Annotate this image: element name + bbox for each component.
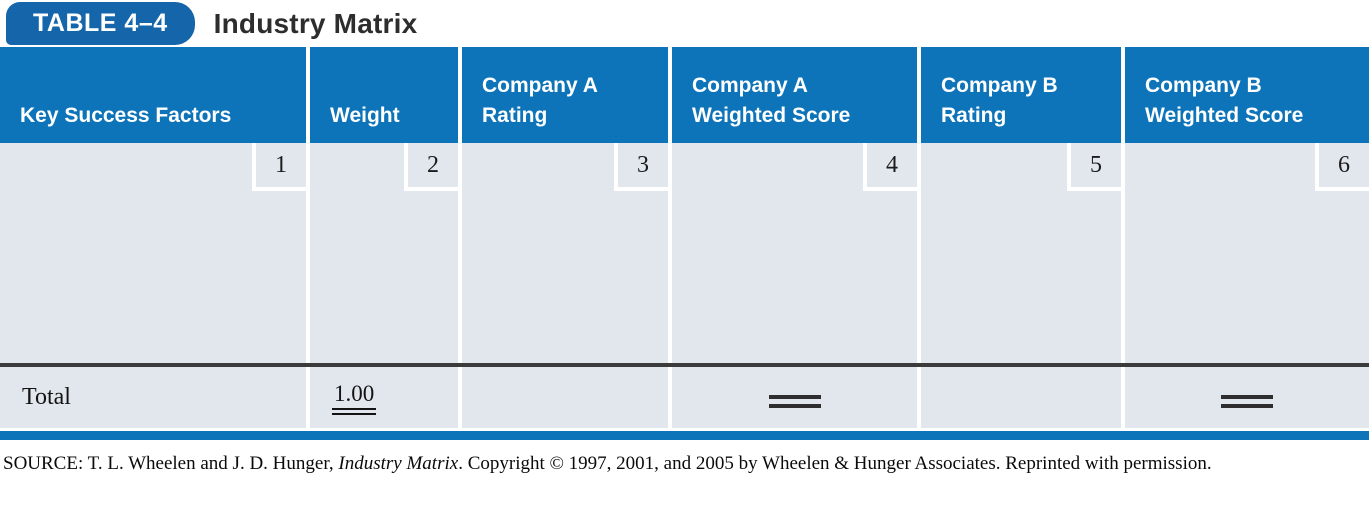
- source-text-italic-title: Industry Matrix: [338, 453, 459, 474]
- column-number-box: 1: [252, 143, 306, 191]
- header-line: Weighted Score: [1145, 104, 1304, 128]
- weight-total-value: 1.00: [332, 381, 377, 415]
- column-number-box: 2: [404, 143, 458, 191]
- header-line: Company A: [482, 74, 598, 98]
- header-line: Company B: [1145, 74, 1262, 98]
- header-line: Key Success Factors: [20, 104, 232, 128]
- header-line: Weight: [330, 104, 400, 128]
- total-label: Total: [22, 384, 71, 410]
- body-cell-company-b-weighted-score: 6: [1125, 143, 1369, 363]
- body-cell-weight: 2: [310, 143, 458, 363]
- source-note: SOURCE: T. L. Wheelen and J. D. Hunger, …: [0, 450, 1369, 479]
- source-text-prefix: SOURCE: T. L. Wheelen and J. D. Hunger,: [3, 453, 339, 474]
- total-company-b-weighted-score-cell: [1125, 367, 1369, 428]
- bottom-gap: [0, 428, 1369, 431]
- header-line: Weighted Score: [692, 104, 851, 128]
- column-number-box: 4: [863, 143, 917, 191]
- page-title: Industry Matrix: [213, 7, 418, 39]
- column-header-weight: Weight: [310, 47, 458, 143]
- column-number-box: 6: [1315, 143, 1369, 191]
- body-cell-company-a-weighted-score: 4: [672, 143, 917, 363]
- table-label: TABLE 4–4: [33, 9, 168, 37]
- body-cell-company-a-rating: 3: [462, 143, 668, 363]
- total-company-a-weighted-score-cell: [672, 367, 917, 428]
- body-cell-key-success-factors: 1: [0, 143, 306, 363]
- title-bar: TABLE 4–4 Industry Matrix: [0, 0, 1369, 47]
- total-row: Total 1.00: [0, 367, 1369, 428]
- column-header-company-a-weighted-score: Company A Weighted Score: [672, 47, 917, 143]
- body-row: 1 2 3 4 5 6: [0, 143, 1369, 363]
- header-row: Key Success Factors Weight Company A Rat…: [0, 47, 1369, 143]
- header-line: Company B: [941, 74, 1058, 98]
- header-line: Rating: [941, 104, 1007, 128]
- header-line: Rating: [482, 104, 548, 128]
- column-number-box: 5: [1067, 143, 1121, 191]
- column-header-company-b-rating: Company B Rating: [921, 47, 1121, 143]
- bottom-blue-bar: [0, 431, 1369, 440]
- header-line: Company A: [692, 74, 808, 98]
- column-header-company-a-rating: Company A Rating: [462, 47, 668, 143]
- column-header-company-b-weighted-score: Company B Weighted Score: [1125, 47, 1369, 143]
- column-header-key-success-factors: Key Success Factors: [0, 47, 306, 143]
- total-company-a-rating-cell: [462, 367, 668, 428]
- total-top-rule: [0, 363, 1369, 367]
- total-double-rule-company-a: [768, 395, 821, 408]
- source-text-suffix: . Copyright © 1997, 2001, and 2005 by Wh…: [458, 453, 1212, 474]
- total-double-rule-company-b: [1221, 395, 1273, 408]
- table-label-tab: TABLE 4–4: [6, 2, 195, 45]
- total-weight-cell: 1.00: [310, 367, 458, 428]
- total-company-b-rating-cell: [921, 367, 1121, 428]
- body-cell-company-b-rating: 5: [921, 143, 1121, 363]
- column-number-box: 3: [614, 143, 668, 191]
- total-label-cell: Total: [0, 367, 306, 428]
